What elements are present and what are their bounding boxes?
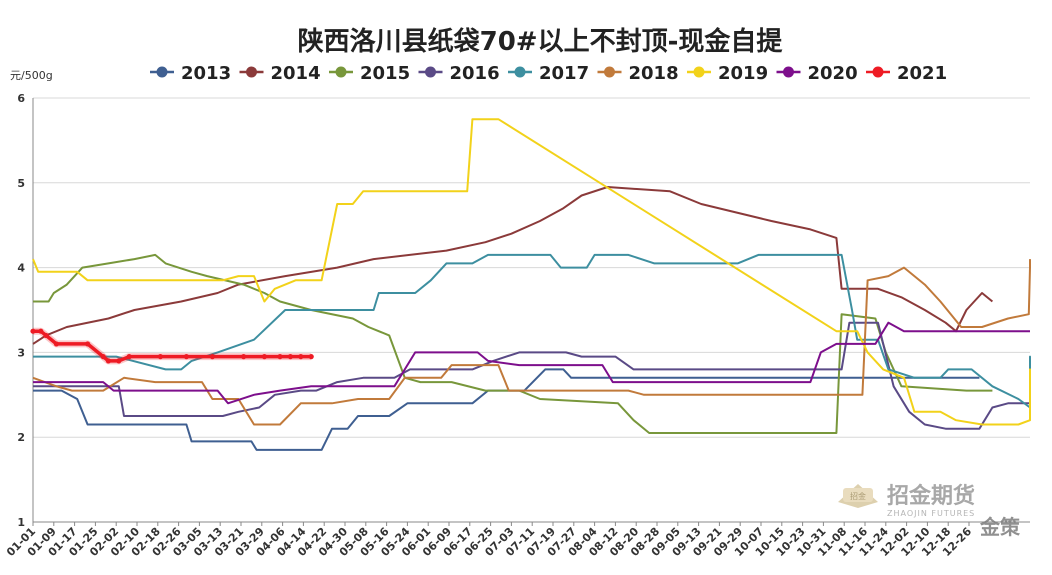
series-point-2021 bbox=[209, 354, 215, 360]
series-point-2021 bbox=[308, 354, 314, 360]
legend-item-2017[interactable]: 2017 bbox=[508, 63, 589, 84]
series-line-2019 bbox=[32, 118, 1031, 426]
legend-item-2016[interactable]: 2016 bbox=[418, 63, 500, 84]
legend-item-2014[interactable]: 2014 bbox=[239, 63, 321, 84]
y-tick-label: 1 bbox=[17, 516, 25, 529]
series-point-2021 bbox=[30, 328, 36, 334]
series-line-2020 bbox=[33, 321, 1030, 405]
series-point-2021 bbox=[126, 354, 132, 360]
chart-axes bbox=[32, 98, 1030, 523]
watermark-logo-icon: 招金 bbox=[838, 484, 878, 508]
series-point-2021 bbox=[277, 354, 283, 360]
chart-series bbox=[30, 118, 1031, 451]
legend-label: 2016 bbox=[450, 63, 500, 84]
series-line-2017 bbox=[33, 253, 1031, 409]
series-point-2021 bbox=[157, 354, 163, 360]
watermark-name-en: ZHAOJIN FUTURES bbox=[887, 509, 975, 518]
watermark-logo-text: 招金 bbox=[850, 491, 866, 501]
series-point-2021 bbox=[298, 354, 304, 360]
series-point-2021 bbox=[100, 354, 106, 360]
legend-marker bbox=[693, 66, 705, 78]
y-tick-label: 2 bbox=[17, 431, 25, 444]
series-point-2021 bbox=[183, 354, 189, 360]
legend-item-2021[interactable]: 2021 bbox=[866, 63, 947, 84]
y-tick-label: 6 bbox=[17, 92, 25, 105]
y-axis-ticks: 1 2 3 4 5 6 bbox=[17, 92, 25, 529]
legend-label: 2014 bbox=[271, 63, 321, 84]
legend-label: 2020 bbox=[808, 63, 858, 84]
legend-marker bbox=[246, 66, 257, 78]
legend-label: 2021 bbox=[897, 63, 947, 84]
series-line-2014 bbox=[32, 186, 994, 345]
legend-item-2015[interactable]: 2015 bbox=[329, 63, 410, 84]
chart-title: 陕西洛川县纸袋70#以上不封顶-现金自提 bbox=[298, 26, 784, 57]
watermark-name-cn: 招金期货 bbox=[887, 483, 975, 509]
series-point-2021 bbox=[261, 354, 267, 360]
series-point-2021 bbox=[116, 358, 122, 364]
y-tick-label: 5 bbox=[17, 177, 25, 190]
series-point-2021 bbox=[53, 341, 60, 347]
series-line-2016 bbox=[33, 321, 1031, 430]
legend-label: 2017 bbox=[539, 63, 589, 84]
legend-marker bbox=[335, 66, 347, 78]
legend-label: 2019 bbox=[718, 63, 768, 84]
legend-label: 2015 bbox=[360, 63, 410, 84]
legend-marker bbox=[514, 66, 526, 78]
legend-marker bbox=[604, 66, 615, 78]
legend-item-2019[interactable]: 2019 bbox=[687, 63, 768, 84]
series-point-2021 bbox=[43, 332, 49, 339]
legend-label: 2018 bbox=[629, 63, 679, 84]
legend-marker bbox=[425, 66, 436, 78]
y-tick-label: 3 bbox=[17, 346, 25, 359]
legend-marker bbox=[156, 66, 168, 78]
series-point-2021 bbox=[38, 328, 44, 334]
y-axis-unit: 元/500g bbox=[10, 69, 53, 82]
legend-label: 2013 bbox=[181, 63, 231, 84]
legend-marker bbox=[872, 66, 884, 78]
chart-gridlines bbox=[33, 97, 1030, 523]
watermark-corner-text: 金策 bbox=[979, 515, 1021, 539]
series-line-2018 bbox=[32, 259, 1031, 426]
legend-item-2013[interactable]: 2013 bbox=[150, 63, 231, 84]
series-point-2021 bbox=[85, 341, 91, 347]
legend-marker bbox=[783, 66, 794, 78]
legend-item-2018[interactable]: 2018 bbox=[597, 63, 679, 84]
legend-item-2020[interactable]: 2020 bbox=[776, 63, 858, 84]
watermark: 招金 招金期货 ZHAOJIN FUTURES 金策 bbox=[838, 483, 1021, 539]
chart-legend: 2013 2014 2015 2016 2017 2018 2019 2020 2021 bbox=[150, 63, 947, 84]
series-line-2013 bbox=[33, 368, 980, 451]
series-line-2015 bbox=[33, 253, 993, 434]
y-tick-label: 4 bbox=[17, 262, 25, 275]
series-point-2021 bbox=[287, 354, 293, 360]
series-point-2021 bbox=[105, 358, 111, 364]
x-axis-ticks: 01-0101-0901-1701-2502-0202-1002-1802-26… bbox=[4, 522, 974, 559]
series-point-2021 bbox=[241, 354, 247, 360]
